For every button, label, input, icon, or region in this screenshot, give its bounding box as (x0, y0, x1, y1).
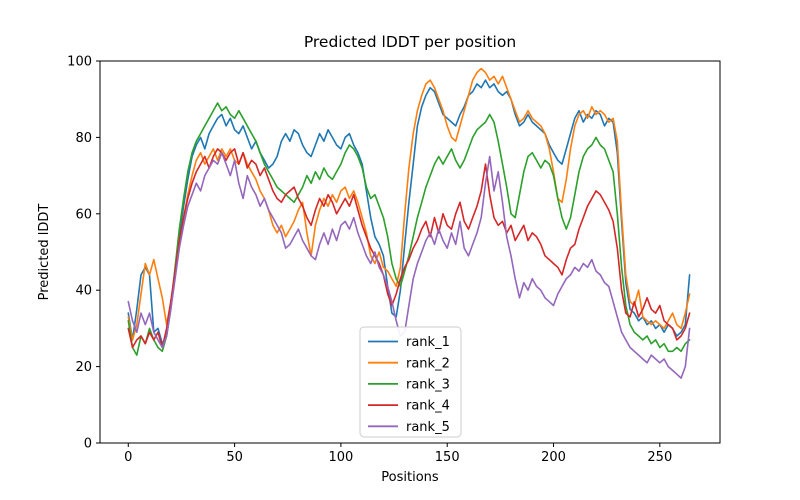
legend-item-rank_1: rank_1 (368, 335, 450, 350)
x-tick-label: 50 (226, 450, 243, 465)
legend-item-rank_2: rank_2 (368, 356, 450, 371)
x-tick-label: 250 (647, 450, 672, 465)
plot-border (99, 60, 721, 444)
y-axis-label: Predicted lDDT (37, 204, 52, 301)
plot-line-rank_3 (127, 102, 691, 356)
legend-label: rank_1 (406, 335, 450, 350)
y-tick-label: 40 (75, 284, 92, 299)
legend-label: rank_2 (406, 356, 450, 371)
y-tick-label: 100 (67, 55, 92, 70)
plot-line-rank_2 (127, 67, 691, 341)
legend-item-rank_3: rank_3 (368, 378, 450, 393)
y-tick-label: 60 (75, 207, 92, 222)
y-tick-label: 20 (75, 360, 92, 375)
y-tick-label: 0 (84, 437, 92, 452)
x-axis-label: Positions (381, 470, 439, 485)
legend-label: rank_3 (406, 378, 450, 393)
y-tick-label: 80 (75, 131, 92, 146)
x-tick-label: 100 (328, 450, 353, 465)
legend-label: rank_4 (406, 399, 450, 414)
x-tick-label: 150 (435, 450, 460, 465)
legend-label: rank_5 (406, 420, 450, 435)
plot-line-rank_5 (127, 151, 691, 379)
x-tick-label: 0 (124, 450, 132, 465)
legend: rank_1 rank_2 rank_3 rank_4 rank_5 (359, 326, 462, 438)
legend-box (359, 326, 462, 438)
legend-item-rank_5: rank_5 (368, 420, 450, 435)
plot-line-rank_1 (127, 79, 691, 345)
chart-title: Predicted lDDT per position (304, 33, 516, 51)
x-tick-label: 200 (541, 450, 566, 465)
legend-item-rank_4: rank_4 (368, 399, 450, 414)
plot-line-rank_4 (127, 148, 691, 349)
